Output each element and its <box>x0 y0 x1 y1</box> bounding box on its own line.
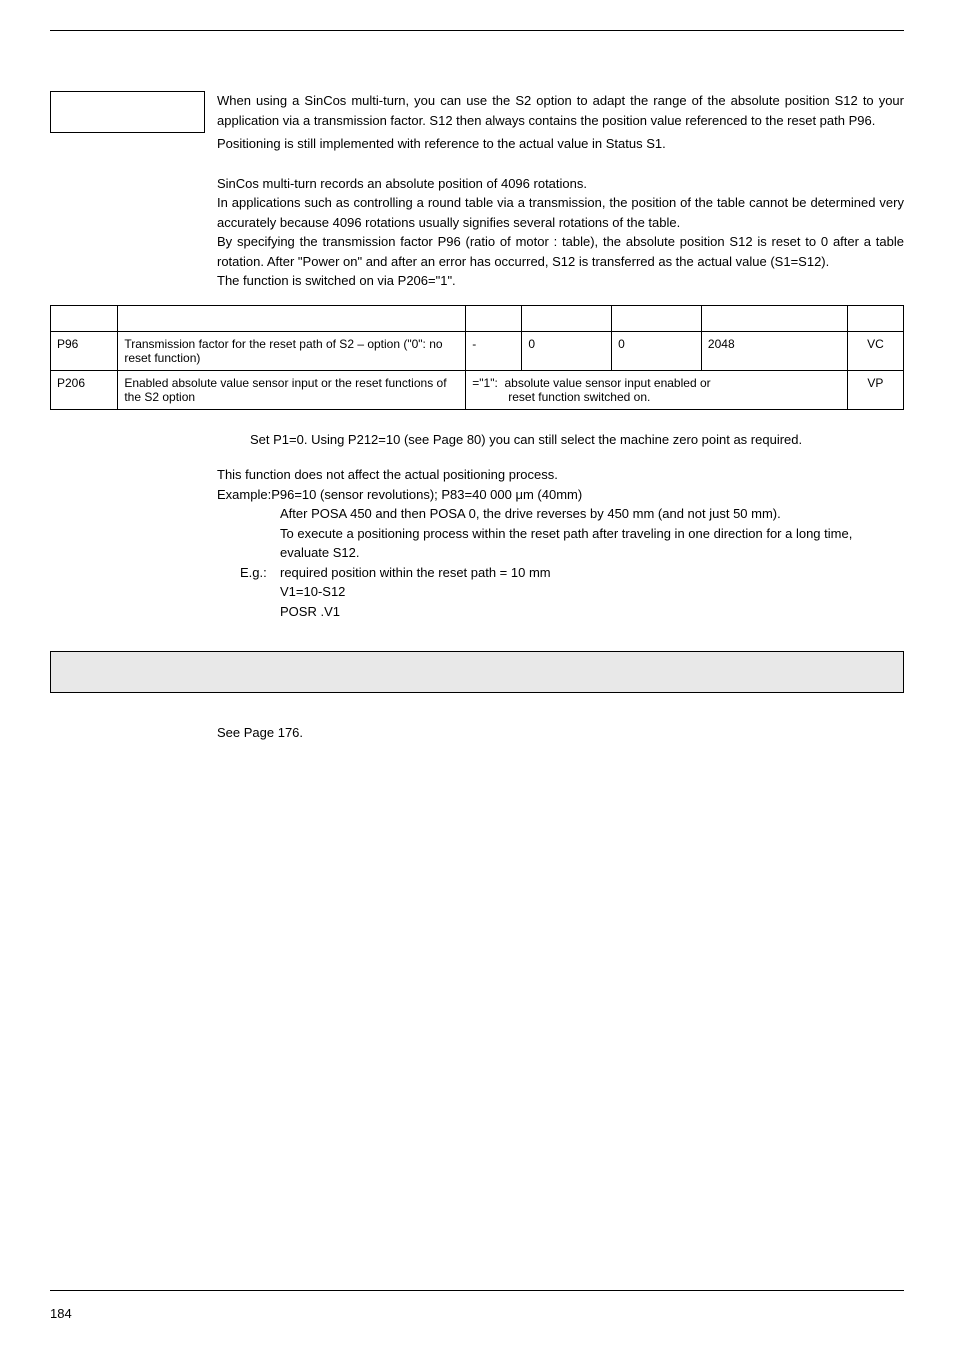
page-container: When using a SinCos multi-turn, you can … <box>0 0 954 1351</box>
paragraph: Positioning is still implemented with re… <box>217 134 904 154</box>
table-header-cell <box>847 305 903 331</box>
value-cell: - <box>466 331 522 370</box>
value-cell: 0 <box>612 331 702 370</box>
wide-empty-box <box>50 651 904 693</box>
desc-cell: Transmission factor for the reset path o… <box>118 331 466 370</box>
desc-cell: Enabled absolute value sensor input or t… <box>118 370 466 409</box>
example-detail: After POSA 450 and then POSA 0, the driv… <box>280 504 904 524</box>
table-row: P206 Enabled absolute value sensor input… <box>51 370 904 409</box>
content-column-1: When using a SinCos multi-turn, you can … <box>217 91 904 154</box>
example-value: P96=10 (sensor revolutions); P83=40 000 … <box>271 487 582 502</box>
table-header-cell <box>522 305 612 331</box>
bottom-divider <box>50 1290 904 1291</box>
table-header-cell <box>612 305 702 331</box>
top-divider <box>50 30 904 31</box>
value-cell: 2048 <box>701 331 847 370</box>
merged-cell: ="1": absolute value sensor input enable… <box>466 370 848 409</box>
value-cell: VC <box>847 331 903 370</box>
value-cell: 0 <box>522 331 612 370</box>
eg-content: required position within the reset path … <box>280 563 904 622</box>
eg-line: V1=10-S12 <box>280 582 904 602</box>
table-row: P96 Transmission factor for the reset pa… <box>51 331 904 370</box>
paragraph: In applications such as controlling a ro… <box>217 193 904 232</box>
paragraph: This function does not affect the actual… <box>217 465 904 485</box>
eg-label: E.g.: <box>240 563 280 622</box>
table-header-cell <box>51 305 118 331</box>
param-cell: P206 <box>51 370 118 409</box>
eg-line: POSR .V1 <box>280 602 904 622</box>
table-header-cell <box>701 305 847 331</box>
set-note: Set P1=0. Using P212=10 (see Page 80) yo… <box>250 430 854 450</box>
table-header-cell <box>118 305 466 331</box>
value-cell: VP <box>847 370 903 409</box>
example-line: Example:P96=10 (sensor revolutions); P83… <box>217 485 904 505</box>
table-header-cell <box>466 305 522 331</box>
parameter-table: P96 Transmission factor for the reset pa… <box>50 305 904 410</box>
param-cell: P96 <box>51 331 118 370</box>
function-note: This function does not affect the actual… <box>217 465 904 504</box>
eg-row: E.g.: required position within the reset… <box>240 563 904 622</box>
eg-line: required position within the reset path … <box>280 563 904 583</box>
content-column-2: SinCos multi-turn records an absolute po… <box>217 174 904 291</box>
section-1: When using a SinCos multi-turn, you can … <box>50 91 904 154</box>
left-empty-box <box>50 91 205 133</box>
see-page-note: See Page 176. <box>217 723 904 743</box>
example-label: Example: <box>217 487 271 502</box>
page-number: 184 <box>50 1306 72 1321</box>
paragraph: The function is switched on via P206="1"… <box>217 271 904 291</box>
paragraph: SinCos multi-turn records an absolute po… <box>217 174 904 194</box>
paragraph: When using a SinCos multi-turn, you can … <box>217 91 904 130</box>
table-header-row <box>51 305 904 331</box>
paragraph: By specifying the transmission factor P9… <box>217 232 904 271</box>
example-detail: To execute a positioning process within … <box>280 524 904 563</box>
